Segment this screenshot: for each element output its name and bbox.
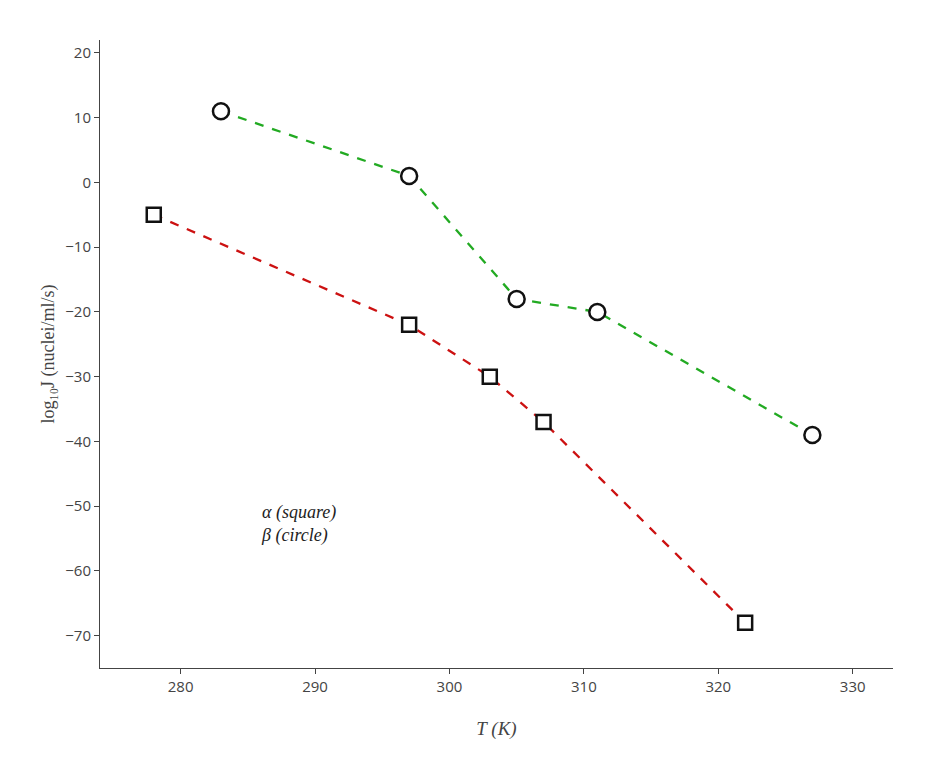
svg-text:−30: −30: [65, 366, 91, 386]
svg-text:320: 320: [705, 676, 731, 696]
svg-text:280: 280: [168, 676, 194, 696]
svg-text:300: 300: [437, 676, 463, 696]
svg-text:α (square)β (circle): α (square)β (circle): [261, 502, 336, 546]
svg-text:310: 310: [571, 676, 597, 696]
svg-text:log₁₀J (nuclei/ml/s): log₁₀J (nuclei/ml/s): [38, 284, 59, 423]
svg-text:−60: −60: [65, 560, 91, 580]
svg-text:290: 290: [302, 676, 328, 696]
svg-text:0: 0: [82, 172, 91, 192]
svg-text:330: 330: [840, 676, 866, 696]
svg-text:T (K): T (K): [476, 718, 516, 740]
svg-text:10: 10: [74, 107, 91, 127]
svg-text:20: 20: [74, 42, 91, 62]
svg-text:−70: −70: [65, 625, 91, 645]
svg-text:−20: −20: [65, 301, 91, 321]
svg-text:−40: −40: [65, 431, 91, 451]
svg-text:−10: −10: [65, 236, 91, 256]
svg-text:−50: −50: [65, 495, 91, 515]
